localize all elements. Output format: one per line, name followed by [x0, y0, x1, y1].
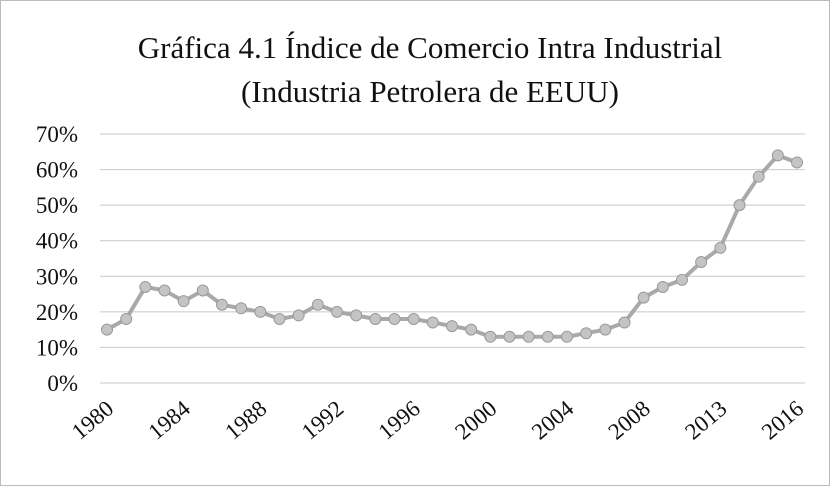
point: [388, 312, 401, 325]
point: [752, 170, 765, 183]
point: [580, 327, 593, 340]
point: [235, 302, 248, 315]
chart-subtitle: (Industria Petrolera de EEUU): [241, 74, 619, 109]
point: [695, 256, 708, 269]
point: [196, 284, 209, 297]
point: [158, 284, 171, 297]
point: [618, 316, 631, 329]
y-tick-label: 60%: [36, 158, 78, 183]
point: [503, 330, 516, 343]
point: [139, 280, 152, 293]
point: [426, 316, 439, 329]
chart-title: Gráfica 4.1 Índice de Comercio Intra Ind…: [138, 30, 722, 65]
point: [216, 298, 228, 311]
point: [599, 323, 612, 336]
point: [714, 241, 727, 254]
point: [522, 330, 535, 343]
point: [484, 330, 497, 343]
y-tick-label: 50%: [36, 193, 78, 218]
point: [273, 312, 286, 325]
y-tick-label: 20%: [36, 300, 78, 325]
point: [311, 298, 324, 311]
point: [292, 309, 305, 322]
point: [791, 156, 803, 169]
y-tick-label: 0%: [47, 371, 78, 396]
point: [407, 312, 420, 325]
point: [561, 330, 573, 343]
y-tick-label: 30%: [36, 264, 78, 289]
point: [733, 199, 746, 212]
point: [656, 280, 669, 293]
point: [369, 312, 382, 325]
point: [771, 149, 784, 162]
point: [120, 312, 133, 325]
point: [350, 309, 363, 322]
point: [254, 305, 267, 318]
point: [331, 305, 343, 318]
y-tick-label: 10%: [36, 335, 78, 360]
point: [177, 295, 190, 308]
point: [465, 323, 478, 336]
y-tick-label: 70%: [36, 122, 78, 147]
point: [446, 320, 458, 333]
point: [676, 273, 688, 286]
point: [541, 330, 554, 343]
y-tick-label: 40%: [36, 229, 78, 254]
point: [101, 323, 113, 336]
point: [637, 291, 650, 304]
